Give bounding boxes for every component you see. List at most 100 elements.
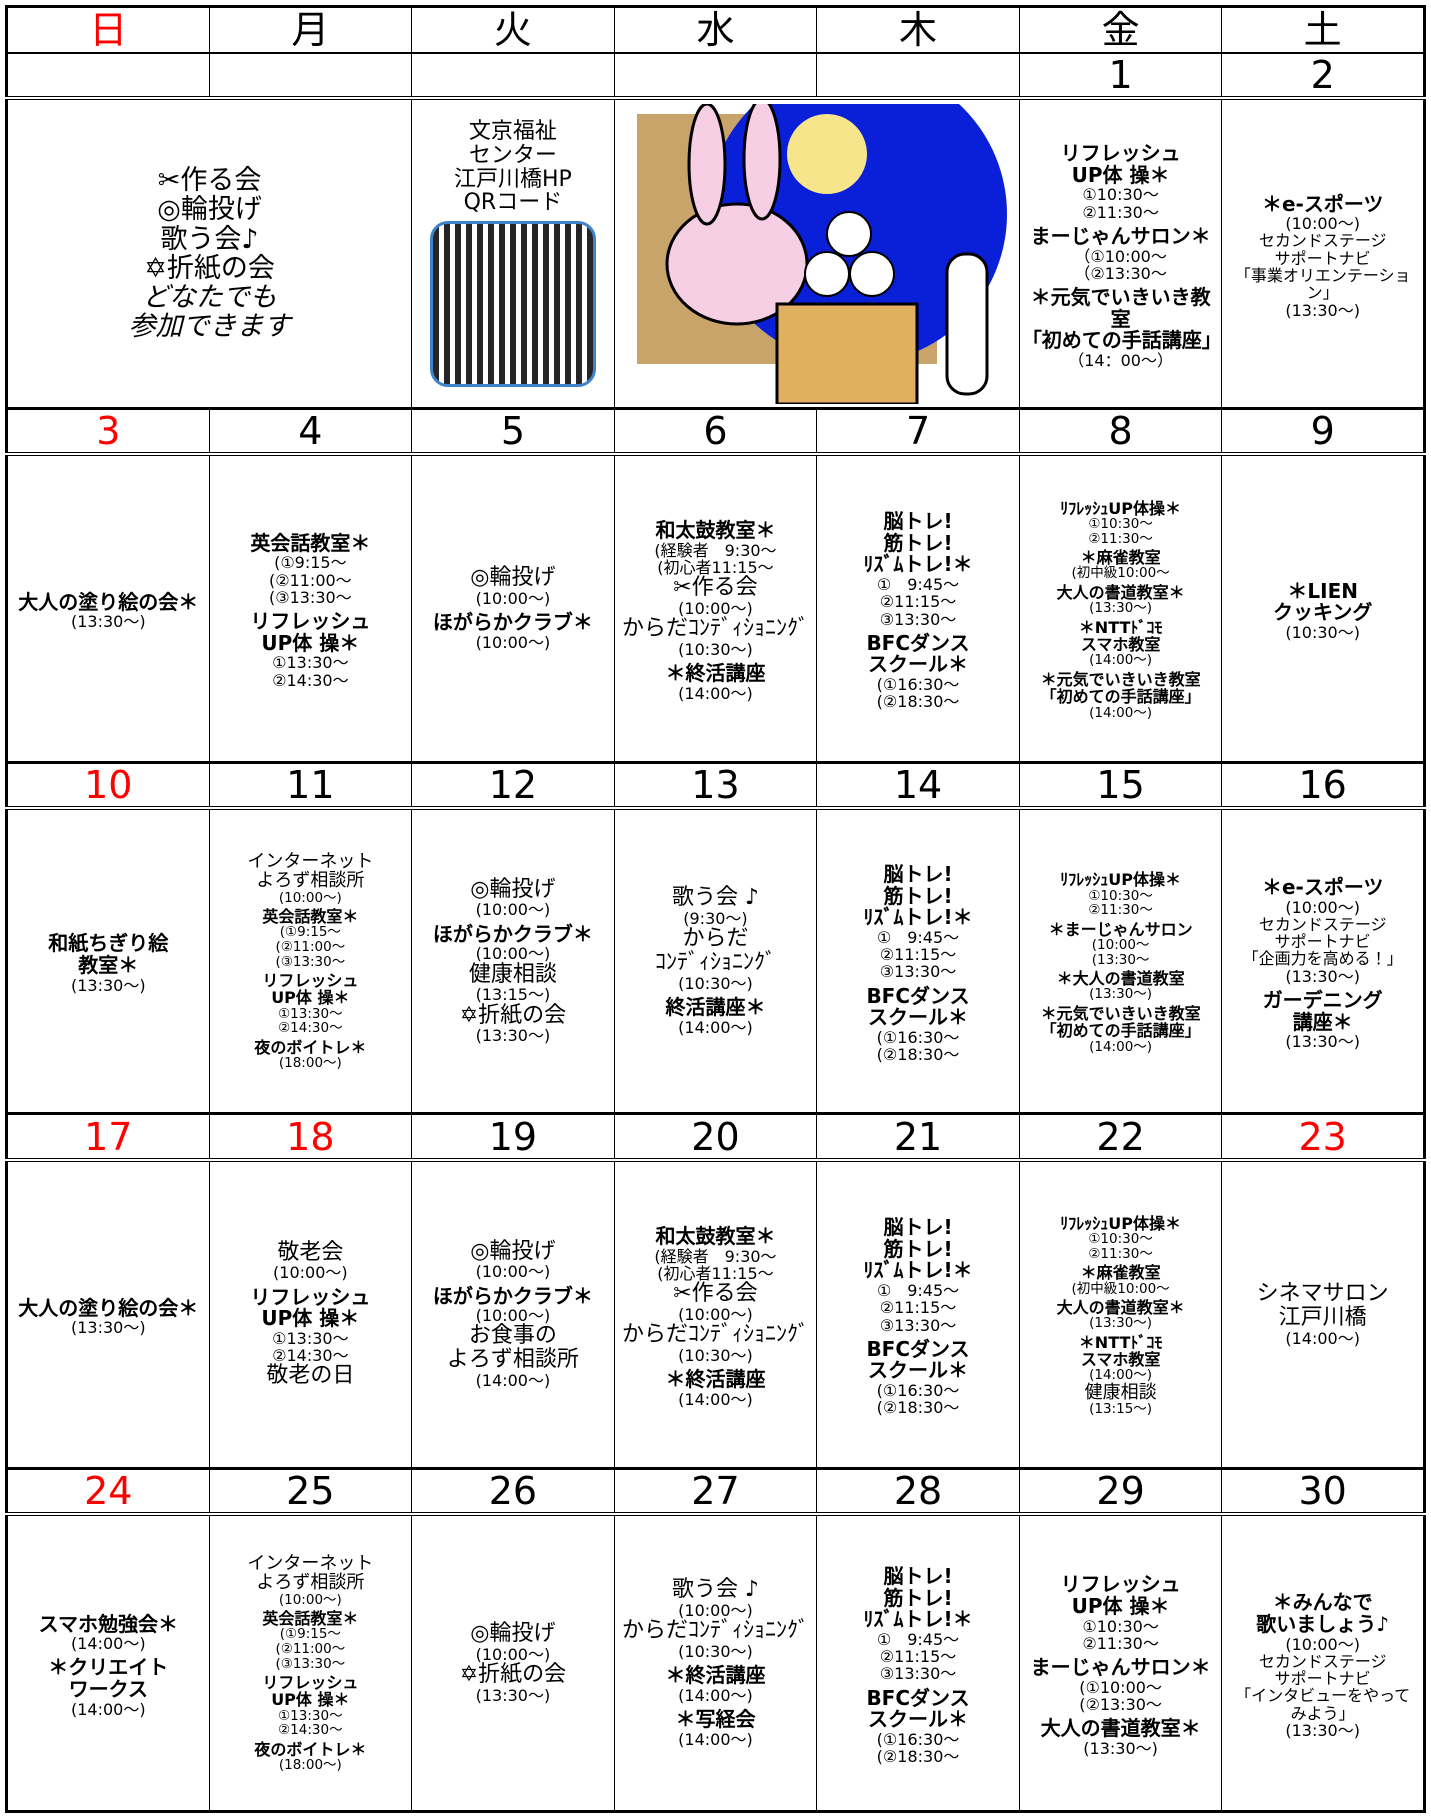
date-row: 24 25 26 27 28 29 30 <box>6 1468 1425 1517</box>
event-line: ③13:30～ <box>879 1664 957 1684</box>
event-line: (13:30～ <box>1091 951 1150 968</box>
event-line: (初心者11:15～ <box>657 557 774 577</box>
date-cell: 12 <box>411 761 615 810</box>
event-line: (13:30～) <box>70 1318 146 1338</box>
event-line: ◎輪投げ <box>157 194 262 226</box>
cell-content: 脳トレ! 筋トレ! ﾘｽﾞﾑトレ!＊ ① 9:45～ ②11:15～ ③13:30～ B… <box>819 1517 1017 1808</box>
event-line: (14:00～) <box>1089 1367 1153 1384</box>
event-line: (経験者 9:30～ <box>654 1246 777 1266</box>
event-line: (初中級10:00～ <box>1071 1280 1170 1297</box>
day-cell: ＊LIEN クッキング (10:30～) <box>1221 453 1425 764</box>
date-cell: 10 <box>6 761 210 810</box>
event-line: ①13:30～ <box>278 1005 343 1022</box>
cell-content <box>617 101 1017 405</box>
weekday-header: 金 <box>1018 6 1223 55</box>
event-line: (10:00～) <box>1285 897 1360 917</box>
date-cell <box>816 52 1020 101</box>
event-line: 脳トレ! 筋トレ! ﾘｽﾞﾑトレ!＊ <box>863 1564 973 1632</box>
day-cell: 大人の塗り絵の会＊ (13:30～) <box>6 1159 210 1471</box>
event-line: 夜のボイトレ＊ <box>254 1739 367 1759</box>
day-cell: リフレッシュ UP体 操＊ ①10:30～ ②11:30～ まーじゃんサロン＊ (①10… <box>1018 1513 1223 1814</box>
event-line: (10:30～) <box>678 639 753 659</box>
event-line: BFCダンス スクール＊ <box>866 630 970 677</box>
cell-content: ＊e-スポーツ (10:00～) セカンドステージ サポートナビ 「事業オリエンテー… <box>1224 101 1421 405</box>
day-cell <box>613 97 1020 410</box>
event-line: ① 9:45～ <box>876 575 960 595</box>
event-line: からだ ｺﾝﾃﾞｨｼｮﾆﾝｸﾞ <box>654 926 776 976</box>
date-cell: 16 <box>1221 761 1425 810</box>
cell-content: 文京福祉 センター 江戸川橋HP QRコード <box>414 101 612 405</box>
event-line: セカンドステージ サポートナビ 「事業オリエンテーション」 <box>1234 231 1411 303</box>
content-row: 和紙ちぎり絵 教室＊ (13:30～) インターネット よろず相談所 (10:00～)… <box>6 807 1425 1116</box>
event-line: (13:30～) <box>1285 966 1360 986</box>
date-cell: 26 <box>411 1468 615 1517</box>
event-line: （①10:00～ <box>1074 246 1167 266</box>
event-line: (14:00～) <box>1089 704 1153 721</box>
event-line: (①16:30～ <box>876 1381 960 1401</box>
vase <box>945 252 989 396</box>
day-cell: ﾘﾌﾚｯｼｭUP体操＊ ①10:30～ ②11:30～ ＊まーじゃんサロン (10:00… <box>1018 807 1223 1116</box>
day-cell: ✂作る会 ◎輪投げ 歌う会♪ ✡折紙の会 どなたでも 参加できます <box>5 97 413 410</box>
event-line: ＊NTTﾄﾞｺﾓ スマホ教室 <box>1078 617 1163 655</box>
event-line: 歌う会♪ <box>160 223 259 255</box>
cell-content: ＊LIEN クッキング (10:30～) <box>1224 457 1421 759</box>
event-line: (初心者11:15～ <box>657 1263 774 1283</box>
date-cell: 3 <box>6 407 210 457</box>
cell-content: ﾘﾌﾚｯｼｭUP体操＊ ①10:30～ ②11:30～ ＊麻雀教室 (初中級10:00～… <box>1022 457 1220 759</box>
event-line: (14:00～) <box>678 683 753 703</box>
event-line: ＊元気でいきいき教室 「初めての手話講座」 <box>1040 1003 1201 1041</box>
event-line: ✂作る会 <box>673 575 758 601</box>
event-line: 終活講座＊ <box>665 995 766 1020</box>
event-line: ◎輪投げ <box>470 876 556 902</box>
event-line: ✂作る会 <box>673 1281 758 1307</box>
event-line: ①10:30～ <box>1088 516 1153 533</box>
event-line: ②14:30～ <box>278 1722 343 1739</box>
stand <box>775 302 919 404</box>
cell-content: ＊e-スポーツ (10:00～) セカンドステージ サポートナビ 「企画力を高める！… <box>1224 811 1421 1111</box>
event-line: ガーデニング 講座＊ <box>1262 987 1383 1034</box>
event-line: （②13:30～ <box>1074 263 1167 283</box>
event-line: (13:30～) <box>70 612 146 632</box>
date-cell: 15 <box>1018 761 1223 810</box>
cell-content: ﾘﾌﾚｯｼｭUP体操＊ ①10:30～ ②11:30～ ＊まーじゃんサロン (10:00… <box>1022 811 1220 1111</box>
cell-content: ﾘﾌﾚｯｼｭUP体操＊ ①10:30～ ②11:30～ ＊麻雀教室 (初中級10:00～… <box>1022 1162 1220 1465</box>
event-line: ﾘﾌﾚｯｼｭUP体操＊ <box>1060 870 1181 890</box>
event-line: (14:00～) <box>70 1634 146 1654</box>
date-cell: 4 <box>208 407 413 457</box>
cell-content: ◎輪投げ (10:00～) ほがらかクラブ＊ (10:00～) お食事の よろず相談所(… <box>414 1162 612 1465</box>
event-line: 英会話教室＊ <box>262 907 359 927</box>
event-line: リフレッシュ UP体 操＊ <box>1060 141 1181 187</box>
event-line: (②11:00～ <box>268 570 352 590</box>
event-line: ②11:15～ <box>879 592 957 612</box>
event-line: (18:00～) <box>278 1757 342 1774</box>
event-line: ①13:30～ <box>272 1328 349 1348</box>
event-line: ②14:30～ <box>272 670 349 690</box>
event-line: 大人の塗り絵の会＊ <box>18 589 199 614</box>
event-line: ＊みんなで 歌いましょう♪ <box>1256 1590 1390 1636</box>
event-line: 歌う会 ♪ <box>671 885 759 911</box>
date-cell: 20 <box>613 1113 818 1162</box>
content-row: スマホ勉強会＊ (14:00～) ＊クリエイト ワークス (14:00～) インターネッ… <box>6 1513 1425 1814</box>
event-line: 大人の書道教室＊ <box>1056 1298 1185 1318</box>
cell-content: スマホ勉強会＊ (14:00～) ＊クリエイト ワークス (14:00～) <box>10 1517 207 1808</box>
event-line: (初中級10:00～ <box>1071 565 1170 582</box>
moon-rabbit-illustration <box>636 103 1007 404</box>
event-line: (13:30～) <box>1285 1032 1360 1052</box>
event-line: (9:30～) <box>683 909 748 929</box>
qr-code <box>429 221 596 388</box>
event-line: ◎輪投げ <box>470 565 556 591</box>
event-line: (10:00～) <box>678 1601 753 1621</box>
day-cell: ＊e-スポーツ (10:00～) セカンドステージ サポートナビ 「事業オリエンテー… <box>1221 97 1425 410</box>
event-line: (③13:30～ <box>275 953 346 970</box>
day-cell: インターネット よろず相談所 (10:00～) 英会話教室＊ (①9:15～ (②11:… <box>208 807 413 1116</box>
event-line: (10:00～) <box>475 944 551 964</box>
calendar: 日月火水木金土 1 2 ✂作る会 ◎輪投げ 歌う会♪ ✡折紙の会 どなたでも 参加できます 文京福… <box>5 5 1426 1814</box>
cell-content: 和紙ちぎり絵 教室＊ (13:30～) <box>10 811 207 1111</box>
date-cell: 28 <box>816 1468 1020 1517</box>
event-line: 脳トレ! 筋トレ! ﾘｽﾞﾑトレ!＊ <box>863 1215 973 1283</box>
cell-content: インターネット よろず相談所 (10:00～) 英会話教室＊ (①9:15～ (②11:… <box>212 811 410 1111</box>
event-line: (10:00～) <box>475 1306 551 1326</box>
event-line: ＊終活講座 <box>665 1367 766 1392</box>
cell-content: リフレッシュ UP体 操＊ ①10:30～ ②11:30～ まーじゃんサロン＊ (①10… <box>1022 1517 1220 1808</box>
